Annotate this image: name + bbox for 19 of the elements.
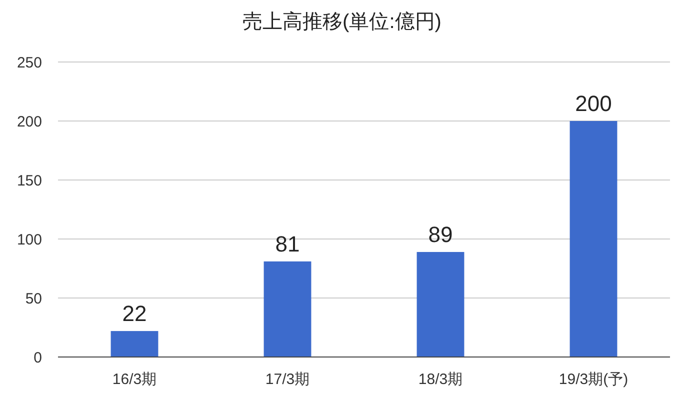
bar (570, 121, 618, 357)
chart-title: 売上高推移(単位:億円) (242, 10, 442, 33)
data-label: 200 (575, 91, 612, 116)
x-tick-label: 19/3期(予) (558, 371, 628, 388)
x-tick-label: 18/3期 (418, 371, 463, 388)
y-tick-label: 200 (16, 113, 42, 130)
x-tick-label: 17/3期 (265, 371, 310, 388)
x-tick-label: 16/3期 (112, 371, 157, 388)
data-label: 22 (122, 301, 147, 326)
data-label: 81 (275, 231, 300, 256)
data-label: 89 (428, 222, 453, 247)
y-tick-label: 250 (16, 54, 42, 72)
bar (110, 331, 158, 357)
y-tick-label: 0 (34, 349, 42, 366)
bar (416, 252, 464, 357)
bar (264, 261, 312, 357)
y-tick-label: 50 (25, 290, 42, 308)
y-tick-label: 150 (16, 172, 42, 190)
y-tick-label: 100 (16, 231, 42, 248)
